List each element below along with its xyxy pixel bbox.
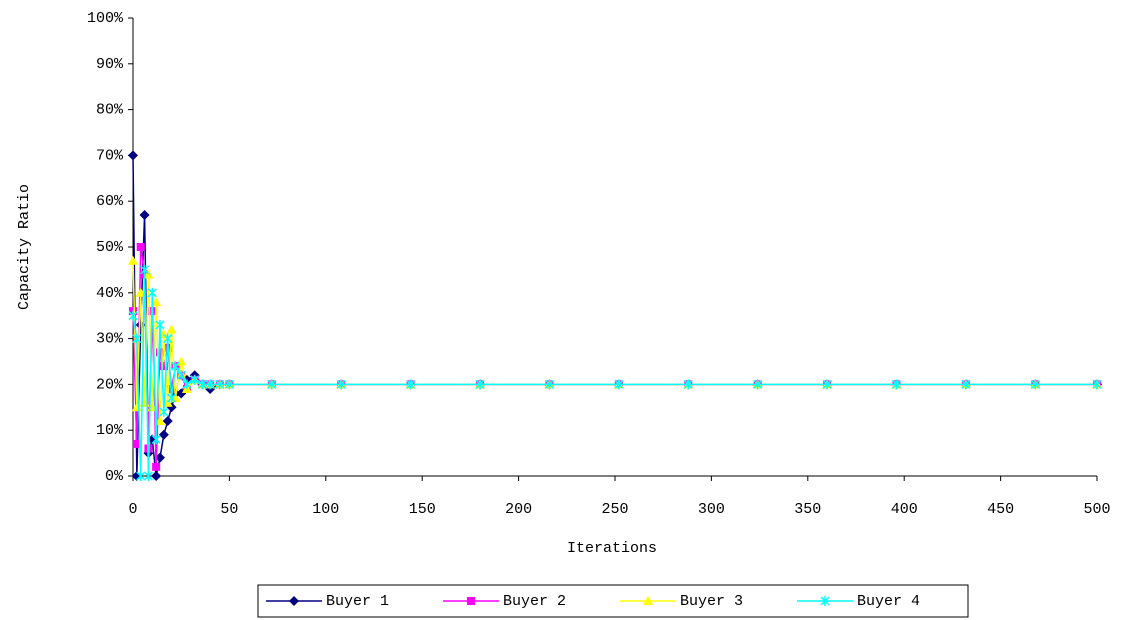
marker (753, 379, 763, 390)
x-tick-label: 250 (601, 501, 628, 518)
y-tick-label: 90% (96, 56, 124, 73)
marker (182, 379, 192, 390)
x-tick-label: 450 (987, 501, 1014, 518)
x-tick-label: 300 (698, 501, 725, 518)
series-line (132, 155, 1097, 477)
legend-label: Buyer 3 (680, 593, 743, 610)
y-tick-label: 30% (96, 331, 124, 348)
marker (820, 596, 830, 606)
marker (139, 209, 150, 220)
y-tick-label: 80% (96, 102, 124, 119)
x-tick-label: 0 (128, 501, 137, 518)
marker (961, 379, 971, 390)
marker (158, 429, 169, 440)
y-tick-label: 10% (96, 422, 124, 439)
marker (643, 596, 653, 605)
x-tick-label: 200 (505, 501, 532, 518)
marker (891, 379, 902, 390)
y-tick-label: 40% (96, 285, 124, 302)
y-tick-label: 50% (96, 239, 124, 256)
marker (140, 264, 150, 275)
x-tick-label: 500 (1083, 501, 1110, 518)
legend-label: Buyer 1 (326, 593, 389, 610)
marker (205, 379, 215, 390)
marker (143, 471, 153, 481)
x-tick-label: 400 (891, 501, 918, 518)
y-tick-label: 0% (105, 468, 124, 485)
marker (131, 471, 142, 481)
marker (683, 379, 693, 390)
marker (475, 379, 485, 390)
series-line (132, 260, 1097, 422)
x-tick-label: 350 (794, 501, 821, 518)
marker (267, 379, 277, 390)
marker (167, 393, 177, 404)
legend-label: Buyer 2 (503, 593, 566, 610)
marker (166, 324, 177, 334)
marker (136, 471, 146, 481)
marker (135, 287, 146, 297)
marker (163, 333, 173, 344)
marker (154, 452, 165, 463)
marker (128, 310, 138, 321)
marker (132, 333, 142, 344)
marker (162, 416, 173, 427)
y-axis-label: Capacity Ratio (16, 184, 33, 310)
marker (155, 348, 164, 357)
marker (128, 255, 138, 265)
marker (224, 379, 234, 390)
marker (132, 439, 141, 448)
legend-label: Buyer 4 (857, 593, 920, 610)
series-line (132, 269, 1097, 477)
x-tick-label: 150 (409, 501, 436, 518)
marker (151, 471, 162, 481)
marker (154, 416, 165, 426)
marker (190, 374, 200, 385)
marker (155, 319, 165, 330)
marker (159, 362, 168, 371)
x-tick-label: 100 (312, 501, 339, 518)
x-tick-label: 50 (220, 501, 238, 518)
y-tick-label: 70% (96, 147, 124, 164)
series-line (132, 246, 1097, 467)
marker (147, 287, 157, 298)
x-axis-label: Iterations (567, 540, 657, 557)
marker (1092, 379, 1102, 390)
legend: Buyer 1 Buyer 2 Buyer 3 Buyer 4 (257, 584, 969, 618)
marker (158, 329, 169, 339)
marker (151, 296, 162, 306)
marker (289, 596, 299, 606)
marker (467, 597, 475, 605)
marker (197, 379, 207, 390)
marker (136, 243, 145, 251)
marker (614, 379, 624, 390)
marker (159, 406, 169, 417)
marker (336, 379, 346, 390)
y-tick-label: 20% (96, 376, 124, 393)
marker (151, 434, 161, 445)
marker (176, 370, 186, 381)
marker (822, 379, 832, 390)
marker (170, 361, 180, 372)
y-tick-label: 60% (96, 193, 124, 210)
marker (1030, 379, 1040, 390)
marker (544, 379, 554, 390)
marker (215, 379, 225, 390)
marker (128, 150, 138, 161)
y-tick-label: 100% (87, 10, 124, 27)
marker (152, 462, 161, 471)
marker (406, 379, 416, 390)
